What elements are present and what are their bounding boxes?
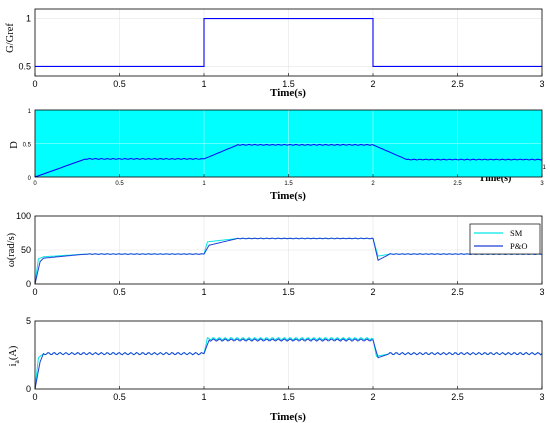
y-tick-label: 5 (26, 316, 31, 326)
panel-duty-cycle: D Time(s) 0.990.99511.0051.0100.51DTime(… (9, 109, 546, 202)
x-tick-label: 0.5 (113, 79, 126, 89)
panel-omega: ω(rad/s) 0 0.5 1 1.5 2 2.5 3 0 50 100 SM P&O (6, 211, 545, 297)
x-tick-label: 0 (32, 79, 37, 89)
x-tick-label: 1.5 (284, 181, 293, 187)
x-tick-label: 0 (32, 392, 37, 402)
xlabel-time-4: Time(s) (270, 411, 306, 423)
x-tick-label: 2 (370, 287, 375, 297)
x-tick-label: 2.5 (451, 392, 464, 402)
x-tick-label: 1 (201, 287, 206, 297)
xlabel-time-2: Time(s) (270, 190, 306, 202)
series-line-1 (34, 143, 543, 178)
xlabel-time-1: Time(s) (270, 87, 306, 99)
legend-box (469, 223, 541, 255)
series-line-0 (35, 18, 542, 67)
y-tick-label: 0 (26, 384, 31, 394)
x-tick-label: 2 (371, 181, 375, 187)
x-tick-label: 0.5 (113, 287, 126, 297)
x-tick-label: 1.5 (282, 392, 295, 402)
x-tick-label: 3 (539, 392, 544, 402)
ylabel-omega: ω(rad/s) (6, 232, 17, 267)
y-tick-label: 50 (21, 245, 31, 255)
x-tick-label: 3 (540, 181, 544, 187)
x-tick-label: 2.5 (453, 181, 462, 187)
ylabel-d: D (9, 141, 20, 149)
series-line-1 (34, 338, 543, 390)
x-tick-label: 2 (370, 392, 375, 402)
x-tick-label: 1 (201, 392, 206, 402)
panel-g-gref: G/Gref Time(s) 0 0.5 1 1.5 2 2.5 30.51 (5, 8, 545, 99)
legend-label-po: P&O (510, 241, 527, 251)
legend-label-sm: SM (510, 228, 523, 238)
x-tick-label: 1.5 (282, 79, 295, 89)
y-tick-label: 1 (28, 109, 32, 115)
y-tick-label: 0.5 (23, 143, 32, 149)
x-tick-label: 0 (33, 181, 37, 187)
inset-xlabel-time: Time(s) (479, 173, 512, 184)
x-tick-label: 2 (370, 79, 375, 89)
legend: SM P&O (469, 223, 541, 255)
y-tick-label: 0.5 (18, 61, 31, 71)
x-tick-label: 1.5 (282, 287, 295, 297)
x-tick-label: 1 (201, 79, 206, 89)
x-tick-label: 3 (539, 287, 544, 297)
series-line-po (34, 237, 543, 285)
ylabel-ia: ia(A) (8, 345, 21, 366)
ylabel-g-gref: G/Gref (5, 23, 16, 53)
panel-current: ia(A) Time(s) 0 0.5 1 1.5 2 2.5 3 0 5 (8, 316, 545, 423)
y-tick-label: 1 (26, 14, 31, 24)
x-tick-label: 2.5 (451, 79, 464, 89)
y-tick-label: 100 (16, 211, 31, 221)
x-tick-label: 0 (32, 287, 37, 297)
y-tick-label: 0 (26, 279, 31, 289)
x-tick-label: 0.5 (115, 181, 124, 187)
x-tick-label: 1 (202, 181, 206, 187)
x-tick-label: 2.5 (451, 287, 464, 297)
x-tick-label: 3 (539, 79, 544, 89)
x-tick-label: 0.5 (113, 392, 126, 402)
y-tick-label: 0 (28, 176, 32, 182)
